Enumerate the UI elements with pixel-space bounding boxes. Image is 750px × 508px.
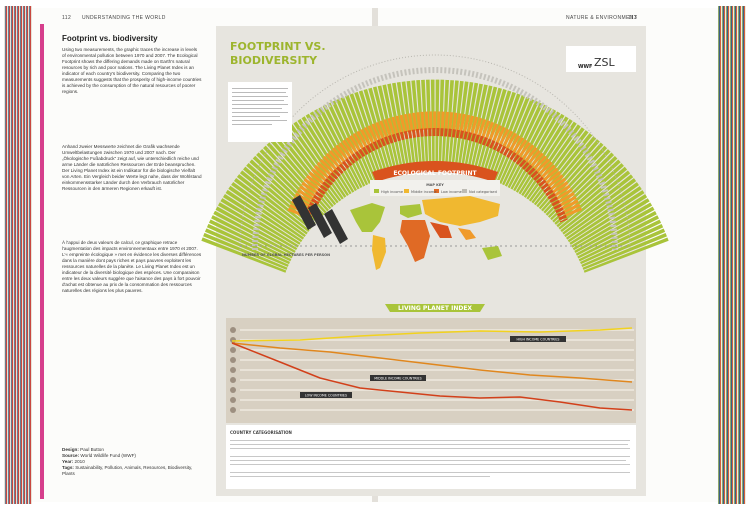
table-lines: [230, 440, 630, 477]
table-title: COUNTRY CATEGORISATION: [230, 430, 292, 435]
running-head: UNDERSTANDING THE WORLD: [82, 15, 166, 21]
credit: Design: Paul Button: [62, 447, 202, 453]
credit: Tags: Sustainability, Pollution, Animals…: [62, 465, 202, 477]
label-tag: [300, 392, 352, 398]
fan-orange: [287, 111, 583, 218]
axis-label: NUMBER OF GLOBAL HECTARES PER PERSON: [242, 253, 330, 257]
credit-label: Design:: [62, 447, 79, 452]
article-title: Footprint vs. biodiversity: [62, 34, 158, 43]
pointer: [292, 195, 316, 230]
label-tag: [370, 375, 426, 381]
map-key-title: MAP KEY: [426, 183, 444, 187]
logo-box: [566, 46, 636, 72]
page-number: 112: [62, 15, 72, 21]
page-edges-left: [4, 6, 32, 504]
credit-text: 2010: [74, 459, 85, 464]
lpi-markers: [230, 327, 236, 413]
fan-red: [302, 128, 568, 223]
credit: Year: 2010: [62, 459, 202, 465]
credit: Source: World Wildlife Fund (WWF): [62, 453, 202, 459]
side-bar: [40, 24, 44, 499]
high-income-line: [231, 327, 633, 342]
credits: Design: Paul Button Source: World Wildli…: [62, 447, 202, 477]
credit-text: Paul Button: [80, 447, 104, 452]
paragraph: À l'appui de deux valeurs de calcul, ce …: [62, 240, 202, 293]
map-key-box: [370, 180, 500, 196]
middle-income-line: [231, 342, 633, 383]
title-box: [226, 36, 318, 80]
credit-label: Year:: [62, 459, 74, 464]
pointer: [308, 203, 332, 238]
credit-label: Source:: [62, 453, 80, 458]
credit-text: Sustainability, Pollution, Animals, Reso…: [62, 465, 193, 476]
section-heading: ECOLOGICAL FOOTPRINT: [393, 170, 477, 177]
footprint-fan: [201, 54, 669, 274]
key-swatch: [404, 189, 409, 193]
ribbon: [372, 161, 498, 182]
line-label: HIGH INCOME COUNTRIES: [516, 338, 559, 342]
fan-green: [201, 79, 669, 274]
paragraph: Anhand zweier Messwerte zeichnet die Gra…: [62, 144, 202, 191]
running-head: NATURE & ENVIRONMENT: [566, 15, 638, 21]
infographic-title: BIODIVERSITY: [230, 54, 318, 67]
world-map: [350, 196, 502, 270]
lpi-ribbon: [385, 304, 485, 312]
key-swatch: [374, 189, 379, 193]
map-key-item: High income: [381, 190, 403, 194]
credit-text: World Wildlife Fund (WWF): [80, 453, 136, 458]
paragraph: Using two measurements, the graphic trac…: [62, 47, 202, 94]
low-income-line: [231, 342, 633, 411]
page-edges-right: [718, 6, 746, 504]
map-key-item: Low income: [441, 190, 462, 194]
page-number: 113: [628, 15, 638, 21]
pointer: [324, 209, 348, 244]
intro-lines: [232, 88, 288, 125]
line-label: MIDDLE INCOME COUNTRIES: [374, 377, 421, 381]
line-label: LOW INCOME COUNTRIES: [305, 394, 347, 398]
scale-arc: [239, 54, 631, 251]
label-tag: [510, 336, 566, 342]
map-key-item: Not categorised: [469, 190, 497, 194]
key-swatch: [434, 189, 439, 193]
credit-label: Tags:: [62, 465, 74, 470]
map-key-item: Middle income: [411, 190, 437, 194]
lpi-rows: [240, 329, 634, 411]
key-swatch: [462, 189, 467, 193]
logo: WWF: [578, 64, 592, 70]
infographic-title: FOOTPRINT VS.: [230, 40, 326, 53]
logo: ZSL: [594, 56, 616, 69]
section-heading: LIVING PLANET INDEX: [398, 305, 472, 312]
